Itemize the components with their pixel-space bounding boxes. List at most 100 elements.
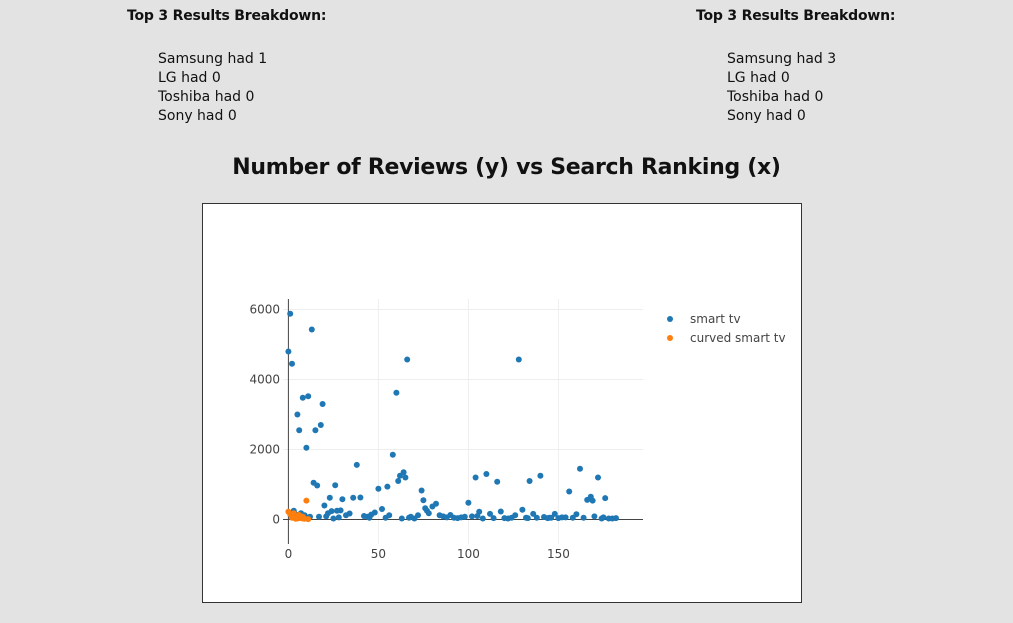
list-item: LG had 0 [727,70,790,86]
data-point[interactable] [384,483,391,490]
data-point[interactable] [461,513,468,520]
data-point[interactable] [303,444,310,451]
data-point[interactable] [389,451,396,458]
legend-marker [667,316,673,322]
data-point[interactable] [303,497,310,504]
data-point[interactable] [580,514,587,521]
legend-label[interactable]: smart tv [690,312,741,326]
data-point[interactable] [548,514,555,521]
y-tick-label: 6000 [249,303,280,317]
data-point[interactable] [316,513,322,520]
data-point[interactable] [404,356,411,363]
data-points[interactable] [285,310,619,523]
data-point[interactable] [393,389,400,396]
breakdown-title: Top 3 Results Breakdown: [696,8,896,24]
data-point[interactable] [433,500,439,507]
data-point[interactable] [285,348,292,355]
data-point[interactable] [519,506,526,513]
data-point[interactable] [420,497,427,504]
data-point[interactable] [299,394,306,401]
data-point[interactable] [398,515,405,522]
data-point[interactable] [589,497,596,504]
list-item: Samsung had 1 [158,51,268,67]
data-point[interactable] [350,494,357,501]
scatter-chart[interactable]: 0 50 100 150 0 2000 4000 6000 smart tv curved sm… [203,204,801,602]
data-point[interactable] [469,513,475,520]
data-point[interactable] [479,515,486,522]
data-point[interactable] [339,496,346,503]
list-item: Samsung had 3 [727,51,837,67]
data-point[interactable] [476,508,483,515]
data-point[interactable] [379,506,385,512]
data-point[interactable] [317,422,324,428]
data-point[interactable] [515,356,522,363]
data-point[interactable] [314,482,321,489]
data-point[interactable] [330,515,337,522]
legend-marker [667,335,673,341]
data-point[interactable] [551,510,558,517]
data-point[interactable] [319,401,326,407]
data-point[interactable] [308,326,315,333]
data-point[interactable] [512,512,519,519]
data-point[interactable] [577,465,583,472]
data-point[interactable] [305,393,312,400]
legend[interactable]: smart tv curved smart tv [667,312,786,345]
data-point[interactable] [294,411,301,418]
axes [283,299,643,544]
data-point[interactable] [425,510,432,517]
data-point[interactable] [402,474,409,481]
data-point[interactable] [357,494,364,501]
data-point[interactable] [375,485,382,492]
data-point[interactable] [490,515,497,522]
data-point[interactable] [305,516,312,523]
list-item: Sony had 0 [727,108,806,124]
data-point[interactable] [321,502,328,509]
data-point[interactable] [287,310,294,317]
data-point[interactable] [332,482,339,489]
data-point[interactable] [602,495,609,502]
data-point[interactable] [346,510,353,517]
grid-lines [283,299,643,544]
data-point[interactable] [595,474,601,481]
data-point[interactable] [526,478,533,484]
data-point[interactable] [494,478,501,485]
data-point[interactable] [395,478,402,484]
data-point[interactable] [573,511,580,518]
data-point[interactable] [537,472,544,479]
data-point[interactable] [566,488,573,495]
data-point[interactable] [289,360,295,367]
data-point[interactable] [326,494,333,501]
data-point[interactable] [472,474,479,481]
list-item: Toshiba had 0 [727,89,824,105]
plot-frame[interactable]: 0 50 100 150 0 2000 4000 6000 smart tv curved sm… [202,203,802,603]
data-point[interactable] [613,515,619,522]
data-point[interactable] [296,427,303,434]
breakdown-left: Top 3 Results Breakdown: Samsung had 1 L… [127,8,326,126]
data-point[interactable] [524,515,531,522]
data-point[interactable] [328,508,335,515]
data-point[interactable] [337,507,344,514]
data-point[interactable] [487,510,493,517]
data-point[interactable] [415,512,421,519]
data-point[interactable] [530,510,537,517]
data-point[interactable] [497,508,504,515]
data-point[interactable] [312,427,319,434]
data-point[interactable] [400,469,407,476]
x-tick-label: 50 [371,547,386,561]
data-point[interactable] [600,514,607,521]
data-point[interactable] [465,499,472,506]
data-point[interactable] [533,514,540,521]
data-point[interactable] [418,487,425,494]
legend-label[interactable]: curved smart tv [690,331,786,345]
y-tick-label: 4000 [249,373,280,387]
x-tick-label: 0 [285,547,293,561]
data-point[interactable] [386,512,393,519]
data-point[interactable] [292,515,299,522]
data-point[interactable] [335,514,342,521]
data-point[interactable] [299,515,306,522]
data-point[interactable] [353,461,360,468]
data-point[interactable] [483,471,490,477]
data-point[interactable] [591,513,598,520]
data-point[interactable] [562,514,569,521]
data-point[interactable] [371,509,378,516]
